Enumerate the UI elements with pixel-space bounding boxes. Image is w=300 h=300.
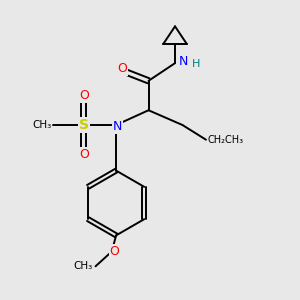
Text: CH₃: CH₃: [32, 120, 51, 130]
Text: O: O: [79, 89, 89, 102]
Text: O: O: [110, 245, 120, 258]
Text: O: O: [79, 148, 89, 161]
Text: S: S: [79, 118, 89, 132]
Text: N: N: [178, 56, 188, 68]
Text: CH₃: CH₃: [73, 261, 93, 271]
Text: N: N: [113, 120, 122, 133]
Text: CH₂CH₃: CH₂CH₃: [207, 135, 244, 145]
Text: O: O: [117, 61, 127, 75]
Text: H: H: [191, 59, 200, 69]
